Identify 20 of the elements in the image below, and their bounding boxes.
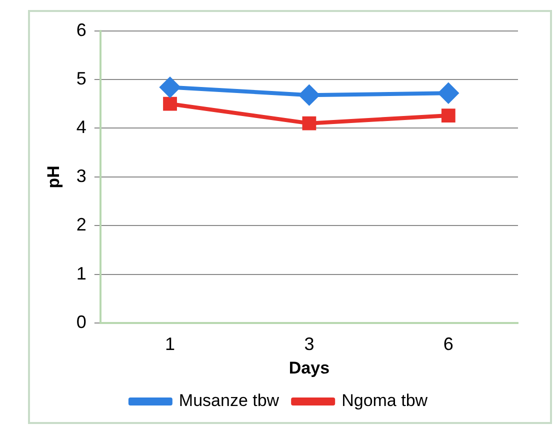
point — [302, 116, 316, 130]
x-tick-label: 1 — [165, 334, 176, 354]
y-axis-title: pH — [44, 166, 63, 188]
legend-label: Ngoma tbw — [342, 391, 428, 410]
y-tick-label: 3 — [76, 166, 86, 186]
y-tick-label: 2 — [76, 214, 86, 235]
x-tick-label: 3 — [304, 334, 314, 354]
point — [438, 83, 458, 104]
point — [441, 108, 456, 122]
point — [299, 85, 320, 106]
x-tick-label: 6 — [443, 334, 454, 354]
point — [163, 96, 177, 111]
y-tick-label: 5 — [76, 68, 86, 88]
y-tick-label: 6 — [76, 20, 86, 40]
y-tick-label: 1 — [76, 263, 86, 284]
x-axis-title: Days — [288, 358, 330, 378]
y-tick-label: 0 — [76, 312, 86, 332]
point — [160, 77, 180, 98]
legend-label: Musanze tbw — [178, 391, 280, 410]
y-tick-label: 4 — [76, 117, 86, 138]
